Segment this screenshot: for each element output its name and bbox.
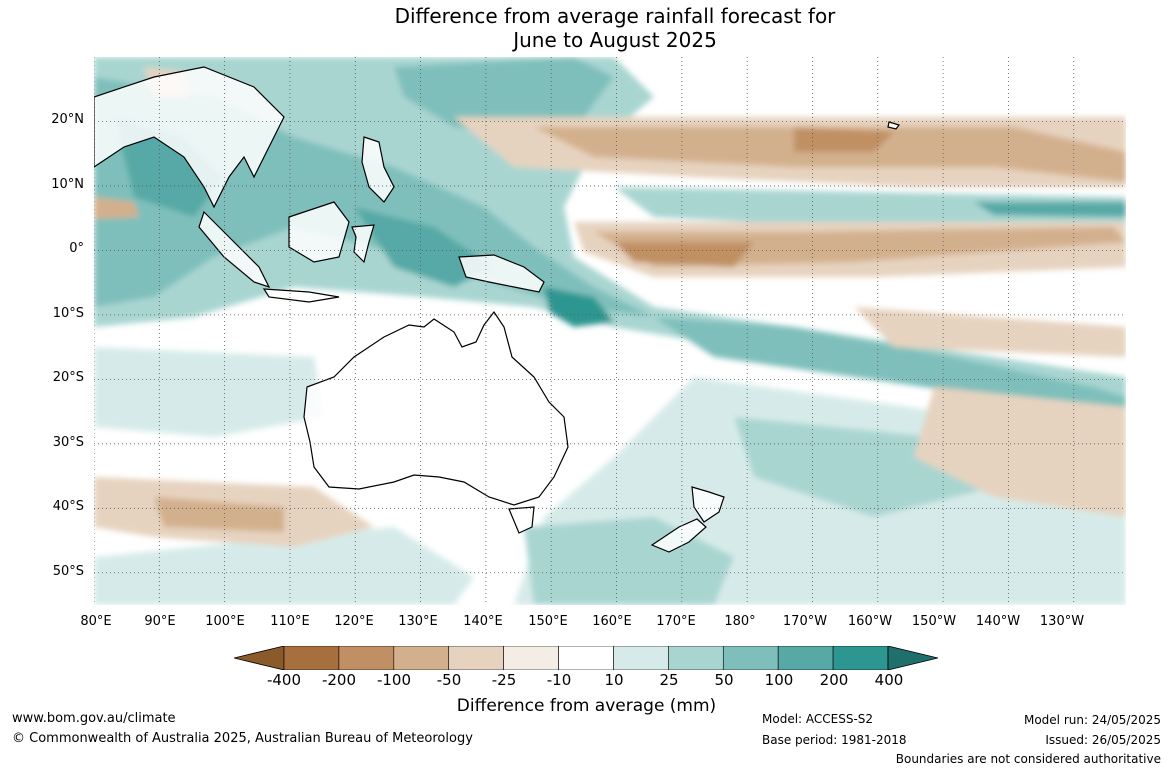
footer-issued: Issued: 26/05/2025 — [1045, 733, 1161, 747]
lat-label-50S: 50°S — [52, 564, 84, 579]
lon-label-150E: 150°E — [528, 614, 568, 629]
dry-region-southern-indian-core — [154, 497, 284, 532]
lat-label-30S: 30°S — [52, 435, 84, 450]
footer-model-run: Model run: 24/05/2025 — [1023, 713, 1161, 727]
sumatra-outline — [198, 210, 271, 289]
wet-region-indian-ocean-south — [94, 347, 324, 437]
wet-region-north-pacific-band-core — [974, 202, 1126, 217]
lon-label-130W: 130°W — [1039, 614, 1085, 629]
lat-label-20N: 20°N — [51, 112, 84, 127]
new-zealand-south-outline — [650, 518, 707, 553]
footer-copyright: © Commonwealth of Australia 2025, Austra… — [12, 731, 473, 746]
cbar-tick-neg400: -400 — [266, 671, 302, 689]
cbar-tick-10: 10 — [604, 671, 624, 689]
cbar-tick-200: 200 — [819, 671, 849, 689]
lon-label-170E: 170°E — [656, 614, 696, 629]
wet-region-core-2 — [114, 117, 224, 217]
footer-base-period: Base period: 1981-2018 — [762, 733, 907, 747]
dry-region-east-pacific-south — [854, 307, 1126, 357]
lon-label-130E: 130°E — [398, 614, 438, 629]
colorbar-segment-0 — [283, 646, 340, 670]
lat-label-20S: 20°S — [52, 370, 84, 385]
colorbar-segment-1 — [338, 646, 395, 670]
wet-region-southern-ocean — [94, 527, 474, 605]
lon-label-140E: 140°E — [463, 614, 503, 629]
wet-region-spcz — [654, 317, 1126, 407]
cbar-tick-neg25: -25 — [491, 671, 517, 689]
hawaii-outline — [887, 121, 900, 130]
colorbar-segment-10 — [832, 646, 889, 670]
colorbar-segment-8 — [722, 646, 779, 670]
title-line-1: Difference from average rainfall forecas… — [394, 4, 836, 28]
rainfall-map-svg — [94, 57, 1126, 605]
lon-label-160W: 160°W — [847, 614, 893, 629]
lon-label-110E: 110°E — [270, 614, 310, 629]
lon-label-180: 180° — [724, 614, 756, 629]
lon-label-140W: 140°W — [975, 614, 1021, 629]
wet-region-core-3 — [354, 207, 494, 287]
colorbar-segment-2 — [393, 646, 450, 670]
colorbar-title: Difference from average (mm) — [456, 696, 717, 716]
wet-region-north-pacific-band — [614, 187, 1126, 227]
title-line-2: June to August 2025 — [513, 28, 717, 52]
colorbar-segment-9 — [777, 646, 834, 670]
cbar-tick-neg100: -100 — [376, 671, 412, 689]
colorbar-extend-high — [887, 646, 938, 670]
lat-label-10N: 10°N — [51, 177, 84, 192]
se-asia-mainland-outline — [94, 66, 285, 209]
wet-region-tropical-indian — [94, 57, 1126, 417]
lon-label-90E: 90°E — [144, 614, 176, 629]
lon-label-100E: 100°E — [205, 614, 245, 629]
colorbar-segment-6 — [613, 646, 669, 670]
new-zealand-north-outline — [691, 486, 725, 523]
rainfall-map — [94, 57, 1126, 605]
lat-label-10S: 10°S — [52, 306, 84, 321]
footer-model: Model: ACCESS-S2 — [762, 712, 874, 726]
land-masses — [94, 66, 900, 553]
colorbar-segment-4 — [503, 646, 559, 670]
cbar-tick-400: 400 — [874, 671, 904, 689]
lat-label-40S: 40°S — [52, 499, 84, 514]
colorbar-segment-7 — [668, 646, 724, 670]
dry-region-central-pacific-deep — [794, 127, 894, 152]
wet-region-png — [544, 287, 614, 327]
cbar-tick-neg200: -200 — [321, 671, 357, 689]
lon-label-170W: 170°W — [782, 614, 828, 629]
colorbar-segment-3 — [448, 646, 504, 670]
colorbar-extend-low — [234, 646, 285, 670]
lon-label-150W: 150°W — [911, 614, 957, 629]
borneo-outline — [288, 201, 350, 263]
colorbar-segment-5 — [558, 646, 614, 670]
cbar-tick-100: 100 — [764, 671, 794, 689]
cbar-tick-50: 50 — [714, 671, 734, 689]
footer-disclaimer: Boundaries are not considered authoritat… — [895, 752, 1161, 766]
cbar-tick-25: 25 — [659, 671, 679, 689]
png-outline — [458, 254, 545, 293]
lon-label-120E: 120°E — [334, 614, 374, 629]
lon-label-160E: 160°E — [592, 614, 632, 629]
lon-label-80E: 80°E — [80, 614, 112, 629]
tasmania-outline — [508, 506, 535, 534]
sulawesi-outline — [351, 224, 375, 264]
gridlines — [94, 57, 1126, 605]
anomaly-fields — [94, 57, 1126, 605]
dry-region-bay-of-bengal — [94, 197, 139, 219]
australia-outline — [303, 310, 569, 506]
dry-region-sw-pacific — [914, 387, 1126, 517]
map-title: Difference from average rainfall forecas… — [0, 4, 1173, 52]
colorbar — [234, 646, 938, 670]
cbar-tick-neg10: -10 — [546, 671, 572, 689]
lat-label-equator: 0° — [69, 241, 84, 256]
java-outline — [262, 288, 340, 303]
dry-region-central-pacific-core — [534, 127, 1126, 182]
cbar-tick-neg50: -50 — [436, 671, 462, 689]
dry-region-equatorial-pacific-deep — [614, 242, 754, 267]
footer-website: www.bom.gov.au/climate — [12, 711, 176, 726]
